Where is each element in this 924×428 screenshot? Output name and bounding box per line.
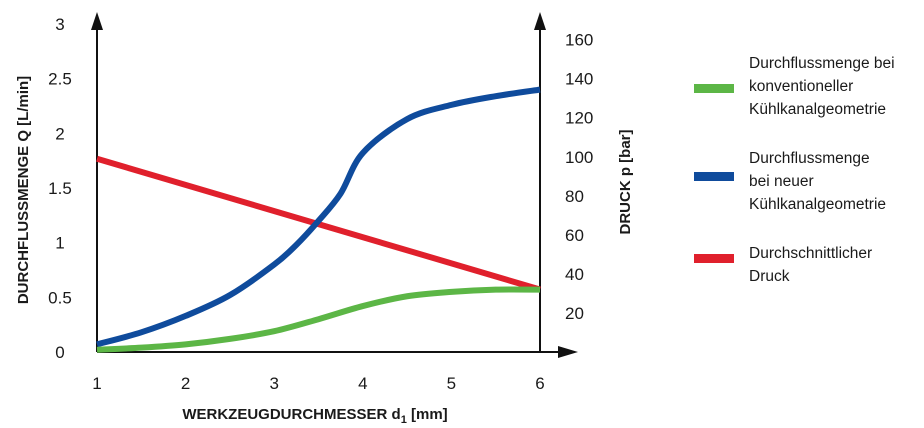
- x-axis-arrow: [558, 346, 578, 358]
- y-axis-left-title: DURCHFLUSSMENGE Q [L/min]: [15, 76, 32, 304]
- y-left-tick-label: 0: [55, 343, 64, 362]
- legend-swatch-red: [694, 254, 734, 263]
- x-axis-title: WERKZEUGDURCHMESSER d1 [mm]: [182, 406, 447, 426]
- y-right-tick-label: 160: [565, 31, 593, 50]
- legend-swatch-blue: [694, 172, 734, 181]
- y-axis-right-title: DRUCK p [bar]: [617, 130, 634, 235]
- y-left-tick-label: 3: [55, 15, 64, 34]
- y-left-tick-label: 0.5: [48, 288, 72, 307]
- y-right-tick-label: 140: [565, 70, 593, 89]
- series-conventional-flow-line: [96, 286, 541, 353]
- x-axis-title-unit: [mm]: [407, 406, 448, 423]
- y-left-tick-label: 1.5: [48, 179, 72, 198]
- y-right-tick-label: 20: [565, 304, 584, 323]
- axes: [91, 12, 578, 358]
- x-tick-label: 2: [181, 374, 190, 393]
- y-axis-left-arrow: [91, 12, 103, 30]
- x-tick-label: 6: [535, 374, 544, 393]
- y-axis-right-arrow: [534, 12, 546, 30]
- series-new-flow-line: [96, 86, 541, 348]
- legend-label: Durchflussmenge bei konventioneller Kühl…: [749, 55, 895, 118]
- y-right-tick-label: 120: [565, 109, 593, 128]
- x-axis-title-subscript: 1: [401, 414, 407, 426]
- y-right-tick-label: 60: [565, 226, 584, 245]
- x-tick-label: 5: [447, 374, 456, 393]
- legend-item-conventional: Durchflussmenge bei konventioneller Kühl…: [694, 52, 919, 121]
- legend-label: Durchschnittlicher Druck: [749, 245, 873, 285]
- legend-swatch-green: [694, 84, 734, 93]
- y-right-tick-label: 100: [565, 148, 593, 167]
- y-right-tick-label: 40: [565, 265, 584, 284]
- x-tick-label: 3: [269, 374, 278, 393]
- legend: Durchflussmenge bei konventioneller Kühl…: [694, 52, 919, 314]
- x-tick-label: 4: [358, 374, 367, 393]
- legend-item-pressure: Durchschnittlicher Druck: [694, 242, 919, 288]
- x-axis-title-text: WERKZEUGDURCHMESSER d: [182, 406, 400, 423]
- legend-item-new: Durchflussmenge bei neuer Kühlkanalgeome…: [694, 147, 919, 216]
- x-tick-label: 1: [92, 374, 101, 393]
- y-left-tick-label: 1: [55, 234, 64, 253]
- series: [96, 86, 541, 353]
- y-right-tick-label: 80: [565, 187, 584, 206]
- y-left-tick-label: 2: [55, 124, 64, 143]
- legend-label: Durchflussmenge bei neuer Kühlkanalgeome…: [749, 150, 887, 213]
- y-left-tick-label: 2.5: [48, 70, 72, 89]
